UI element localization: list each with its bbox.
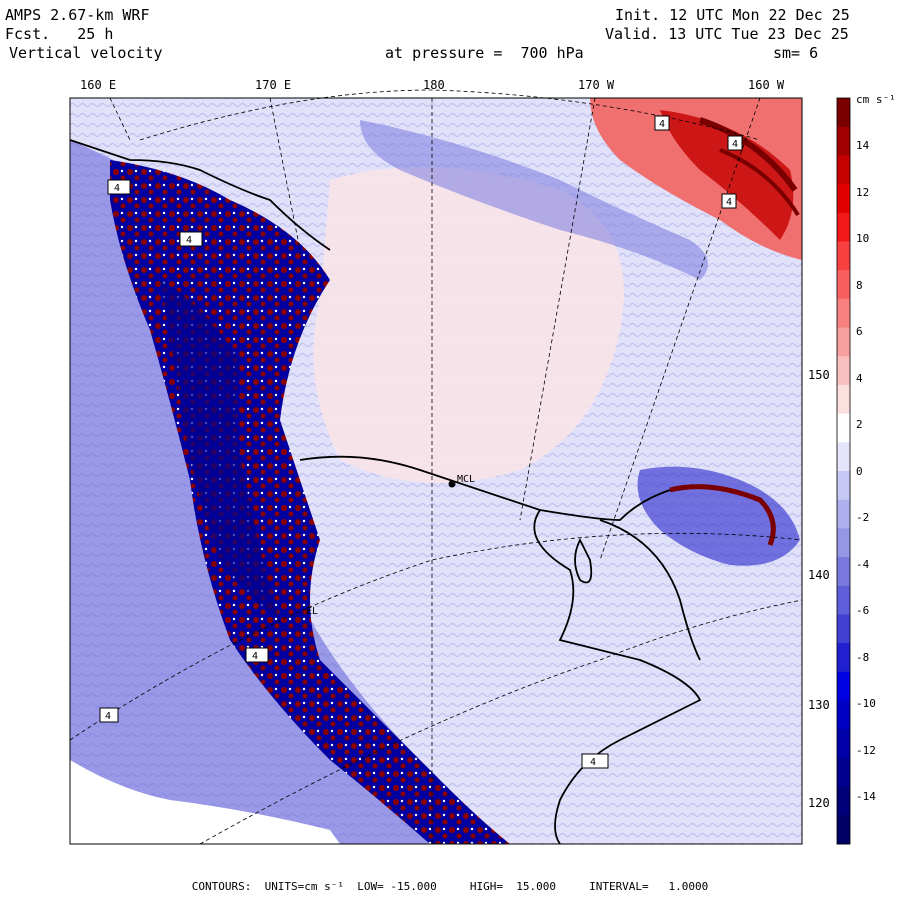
extremum-box-1: 4 bbox=[654, 115, 670, 131]
colorbar-swatch bbox=[837, 241, 850, 271]
colorbar-tick-14: 14 bbox=[856, 139, 870, 152]
colorbar-swatch bbox=[837, 643, 850, 673]
extremum-label: 4 bbox=[252, 651, 258, 662]
colorbar-swatch bbox=[837, 327, 850, 357]
colorbar-swatch bbox=[837, 671, 850, 702]
lon-label-170w: 170 W bbox=[578, 78, 615, 92]
lat-label-140w: 140 W bbox=[808, 568, 845, 582]
lat-label-150w: 150 W bbox=[808, 368, 845, 382]
lon-label-170e: 170 E bbox=[255, 78, 292, 92]
extremum-box-3: 4 bbox=[721, 193, 737, 209]
colorbar-swatch bbox=[837, 270, 850, 300]
colorbar-frame bbox=[836, 97, 851, 845]
extremum-box-4: 4 bbox=[107, 179, 131, 195]
colorbar-swatch bbox=[837, 356, 850, 386]
colorbar-swatch bbox=[837, 471, 850, 501]
pressure-level: at pressure = 700 hPa bbox=[385, 44, 584, 62]
colorbar-swatch bbox=[837, 557, 850, 587]
lon-label-160w: 160 W bbox=[748, 78, 785, 92]
station-mcm: MCL bbox=[448, 474, 475, 488]
plot-frame bbox=[69, 97, 803, 845]
coastline bbox=[69, 139, 702, 845]
forecast-hour: Fcst. 25 h bbox=[5, 25, 114, 43]
colorbar-swatch bbox=[837, 815, 850, 845]
colorbar-tick-m8: -8 bbox=[856, 651, 870, 664]
extremum-box-5: 4 bbox=[179, 231, 203, 247]
contour-info: CONTOURS: UNITS=cm s⁻¹ LOW= -15.000 HIGH… bbox=[191, 880, 709, 893]
colorbar-tick-6: 6 bbox=[856, 325, 863, 338]
station-el: EL bbox=[306, 606, 318, 617]
colorbar-swatch bbox=[837, 98, 850, 128]
extremum-box-8: 4 bbox=[581, 753, 609, 769]
colorbar-swatch bbox=[837, 700, 850, 730]
valid-time: Valid. 13 UTC Tue 23 Dec 25 bbox=[605, 25, 849, 43]
colorbar-tick-10: 10 bbox=[856, 232, 870, 245]
station-label: MCL bbox=[457, 474, 475, 485]
extremum-label: 4 bbox=[114, 183, 120, 194]
colorbar-tick-m6: -6 bbox=[856, 604, 870, 617]
colorbar-swatch bbox=[837, 786, 850, 816]
station-label: EL bbox=[306, 606, 318, 617]
colorbar-swatch bbox=[837, 614, 850, 644]
colorbar-swatch bbox=[837, 528, 850, 558]
colorbar-swatch bbox=[837, 442, 850, 472]
colorbar-tick-m10: -10 bbox=[856, 697, 876, 710]
extremum-label: 4 bbox=[590, 757, 596, 768]
colorbar bbox=[837, 98, 850, 845]
colorbar-swatch bbox=[837, 126, 850, 156]
colorbar-swatch bbox=[837, 585, 850, 615]
colorbar-swatch bbox=[837, 729, 850, 759]
station-marker bbox=[448, 480, 456, 488]
model-title: AMPS 2.67-km WRF bbox=[5, 6, 150, 24]
extremum-label: 4 bbox=[732, 139, 738, 150]
extremum-label: 4 bbox=[105, 711, 111, 722]
smoothing: sm= 6 bbox=[773, 44, 819, 62]
colorbar-tick-m14: -14 bbox=[856, 790, 876, 803]
colorbar-swatch bbox=[837, 384, 850, 415]
lon-label-180: 180 bbox=[423, 78, 445, 92]
extremum-box-6: 4 bbox=[245, 647, 269, 663]
colorbar-swatch bbox=[837, 298, 850, 329]
colorbar-tick-m12: -12 bbox=[856, 744, 876, 757]
colorbar-swatch bbox=[837, 155, 850, 185]
extremum-label: 4 bbox=[659, 119, 665, 130]
colorbar-tick-8: 8 bbox=[856, 279, 863, 292]
colorbar-swatch bbox=[837, 212, 850, 242]
extremum-label: 4 bbox=[726, 197, 732, 208]
extremum-box-7: 4 bbox=[99, 707, 119, 723]
extremum-boxes: 4 4 4 4 4 4 4 4 bbox=[99, 115, 743, 769]
colorbar-swatch bbox=[837, 184, 850, 214]
colorbar-swatch bbox=[837, 757, 850, 788]
colorbar-tick-m2: -2 bbox=[856, 511, 870, 524]
colorbar-tick-m4: -4 bbox=[856, 558, 870, 571]
lon-label-160e: 160 E bbox=[80, 78, 117, 92]
colorbar-tick-4: 4 bbox=[856, 372, 863, 385]
field-name: Vertical velocity bbox=[9, 44, 163, 62]
lat-label-120w: 120 W bbox=[808, 796, 845, 810]
colorbar-swatch bbox=[837, 413, 850, 443]
extremum-label: 4 bbox=[186, 235, 192, 246]
colorbar-tick-2: 2 bbox=[856, 418, 863, 431]
extremum-box-2: 4 bbox=[727, 135, 743, 151]
init-time: Init. 12 UTC Mon 22 Dec 25 bbox=[615, 6, 850, 24]
colorbar-tick-0: 0 bbox=[856, 465, 863, 478]
lat-label-130w: 130 W bbox=[808, 698, 845, 712]
colorbar-units: cm s⁻¹ bbox=[856, 93, 896, 106]
colorbar-tick-12: 12 bbox=[856, 186, 870, 199]
colorbar-swatch bbox=[837, 499, 850, 529]
